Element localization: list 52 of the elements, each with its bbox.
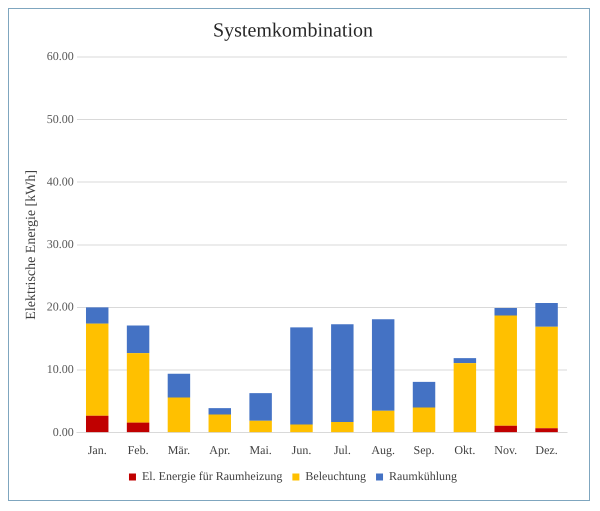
legend-label: Beleuchtung	[305, 469, 366, 484]
bar	[126, 353, 150, 423]
bar	[454, 358, 476, 364]
bar	[372, 410, 394, 432]
bar	[86, 416, 108, 432]
chart-title: Systemkombination	[213, 19, 373, 42]
x-tick-label: Jun.	[292, 442, 312, 457]
y-tick-label: 40.00	[46, 174, 74, 188]
bar	[535, 326, 558, 428]
bar	[494, 316, 517, 426]
y-tick-label: 10.00	[46, 362, 74, 376]
bar	[454, 363, 476, 432]
x-tick-label: Jan.	[88, 442, 107, 457]
legend-label: Raumkühlung	[389, 469, 458, 484]
bar	[290, 424, 313, 432]
bar	[331, 324, 354, 422]
x-tick-label: Nov.	[494, 442, 518, 457]
bar	[331, 422, 354, 432]
bar	[86, 324, 108, 416]
bar	[535, 428, 558, 432]
bar	[86, 307, 108, 324]
x-tick-label: Sep.	[414, 442, 435, 457]
bar	[412, 408, 436, 432]
x-tick-label: Jul.	[334, 442, 351, 457]
y-tick-label: 50.00	[46, 112, 74, 126]
bar	[249, 420, 272, 432]
bar	[372, 319, 394, 411]
bar	[168, 374, 190, 398]
bar	[494, 426, 517, 432]
x-tick-label: Mär.	[168, 442, 190, 457]
x-tick-label: Mai.	[249, 442, 272, 457]
bar	[208, 408, 232, 414]
bar	[168, 398, 190, 432]
x-tick-label: Apr.	[209, 442, 230, 457]
x-tick-label: Feb.	[128, 442, 149, 457]
x-tick-label: Okt.	[454, 442, 476, 457]
y-tick-label: 20.00	[46, 300, 74, 314]
y-axis-title: Elektrische Energie [kWh]	[24, 170, 40, 320]
bar	[249, 393, 272, 421]
x-tick-label: Aug.	[371, 442, 396, 457]
bar	[494, 308, 517, 316]
y-tick-label: 60.00	[46, 49, 74, 64]
y-tick-label: 30.00	[46, 236, 74, 251]
bar	[126, 326, 150, 354]
bar	[412, 382, 436, 408]
bar	[126, 422, 150, 432]
x-tick-label: Dez.	[535, 442, 558, 457]
bar	[208, 414, 232, 432]
bar	[535, 303, 558, 327]
bar	[290, 327, 313, 424]
y-tick-label: 0.00	[52, 424, 74, 439]
legend-label: El. Energie für Raumheizung	[142, 469, 282, 484]
